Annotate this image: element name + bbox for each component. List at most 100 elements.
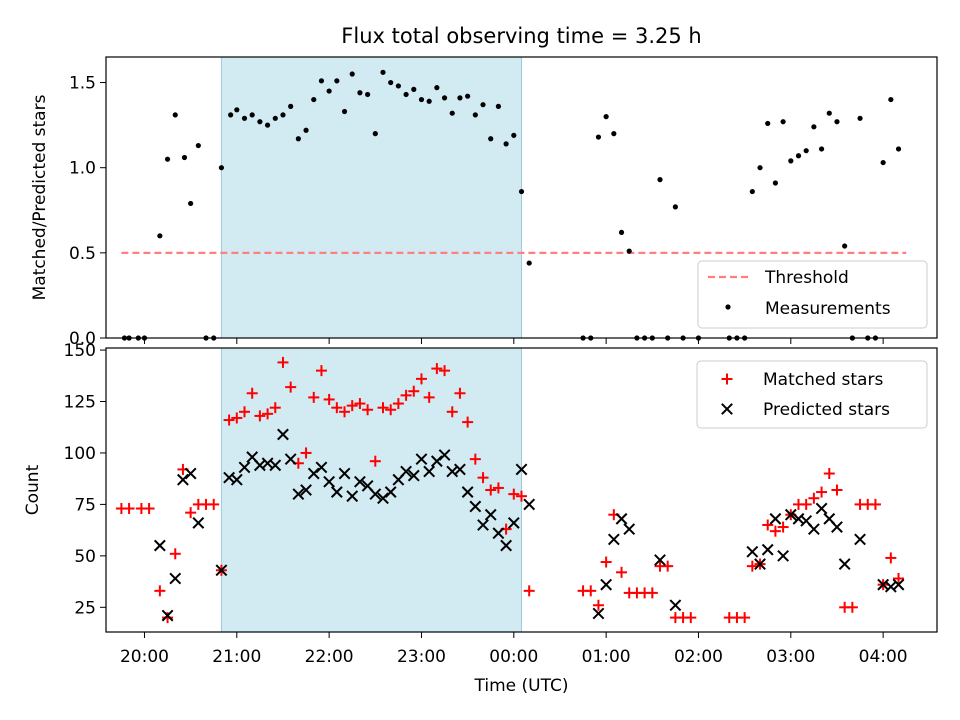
predicted-point: [169, 572, 182, 585]
matched-point: [262, 408, 274, 420]
matched-point: [300, 447, 312, 459]
predicted-point: [669, 599, 682, 612]
measurement-point: [172, 112, 178, 118]
measurement-point: [811, 124, 817, 130]
measurement-point: [826, 110, 832, 116]
matched-point: [739, 612, 751, 624]
legend-predicted-label: Predicted stars: [763, 400, 890, 420]
measurement-point: [472, 112, 478, 118]
predicted-point: [469, 500, 482, 513]
matched-point: [223, 414, 235, 426]
measurement-point: [334, 78, 340, 84]
predicted-point-b: [400, 465, 412, 478]
matched-point: [254, 410, 266, 422]
predicted-point-b: [823, 512, 836, 525]
bottom-axes-frame: [105, 347, 938, 633]
matched-point: [777, 521, 789, 533]
predicted-point-b: [484, 508, 497, 521]
matched-point: [808, 492, 820, 504]
predicted-point-b: [469, 500, 482, 513]
predicted-point-b: [500, 539, 513, 552]
predicted-point: [654, 554, 666, 566]
predicted-point-b: [654, 554, 666, 566]
measurement-point: [388, 79, 394, 86]
x-tick-label: 03:00: [766, 647, 815, 667]
y-tick-label: 0.0: [69, 329, 96, 349]
predicted-point-b: [477, 519, 489, 531]
predicted-point: [315, 461, 328, 474]
y-tick-label: 100: [64, 444, 96, 464]
matched-point: [462, 416, 474, 428]
matched-stars-layer: [115, 356, 905, 624]
measurement-point: [611, 131, 617, 137]
predicted-point: [354, 475, 366, 488]
observing-window-shade: [220, 56, 523, 339]
predicted-point: [192, 517, 205, 529]
predicted-point-b: [777, 549, 790, 562]
measurement-point: [272, 115, 278, 121]
matched-point: [823, 468, 835, 480]
measurement-point: [357, 90, 363, 96]
predicted-point-b: [461, 486, 474, 498]
predicted-point: [161, 609, 174, 622]
predicted-point-b: [415, 453, 428, 466]
predicted-point-b: [153, 539, 166, 552]
x-tick-label: 01:00: [582, 647, 631, 667]
matched-point: [154, 585, 166, 597]
predicted-point: [892, 578, 905, 591]
predicted-point: [423, 465, 436, 478]
matched-point: [377, 402, 389, 414]
predicted-point-b: [407, 469, 420, 482]
measurement-point: [780, 119, 786, 125]
measurement-point: [803, 148, 809, 154]
predicted-point-b: [238, 461, 251, 474]
predicted-point: [623, 523, 636, 536]
legend-predicted-cross-b: [721, 403, 733, 415]
x-tick-label: 23:00: [397, 647, 446, 667]
predicted-point-b: [523, 498, 536, 511]
matched-point: [454, 387, 466, 399]
predicted-point: [831, 521, 843, 533]
matched-point: [885, 552, 897, 564]
predicted-point-b: [384, 486, 397, 498]
matched-point: [392, 398, 404, 410]
measurement-point: [181, 154, 188, 161]
matched-point: [769, 525, 781, 537]
measurement-point: [218, 165, 225, 171]
matched-point: [415, 373, 427, 385]
predicted-point-b: [292, 488, 305, 501]
matched-point: [469, 453, 481, 465]
measurement-point: [465, 93, 471, 99]
measurement-point: [765, 120, 771, 127]
measurement-point: [403, 91, 409, 98]
predicted-point: [477, 519, 489, 531]
measurement-point: [449, 110, 455, 116]
x-tick-label: 20:00: [120, 647, 169, 667]
matched-point: [369, 455, 381, 467]
predicted-point: [215, 564, 228, 577]
matched-point: [746, 560, 758, 572]
y-tick-label: 1.5: [69, 74, 96, 94]
matched-point: [893, 572, 905, 584]
predicted-point: [607, 533, 620, 546]
predicted-point: [238, 461, 251, 474]
predicted-point-b: [323, 475, 336, 488]
predicted-point: [430, 455, 443, 468]
predicted-point: [415, 453, 428, 466]
predicted-point: [323, 475, 336, 488]
predicted-point-b: [284, 453, 297, 466]
predicted-point-b: [831, 521, 843, 533]
measurement-point: [195, 142, 201, 149]
measurement-point: [418, 96, 425, 103]
predicted-point: [515, 463, 528, 476]
matched-point: [800, 498, 812, 510]
top-panel: 0.0 0.5 1.0 1.5 Flux total observing time =…: [30, 24, 938, 349]
measurement-point: [880, 159, 886, 166]
predicted-point: [438, 449, 451, 461]
predicted-point-b: [177, 473, 189, 486]
predicted-point: [484, 508, 497, 521]
matched-point: [331, 402, 343, 414]
top-y-axis-label: Matched/Predicted stars: [30, 94, 50, 300]
measurement-point: [495, 103, 502, 109]
top-y-ticks: 0.0 0.5 1.0 1.5: [69, 74, 106, 349]
